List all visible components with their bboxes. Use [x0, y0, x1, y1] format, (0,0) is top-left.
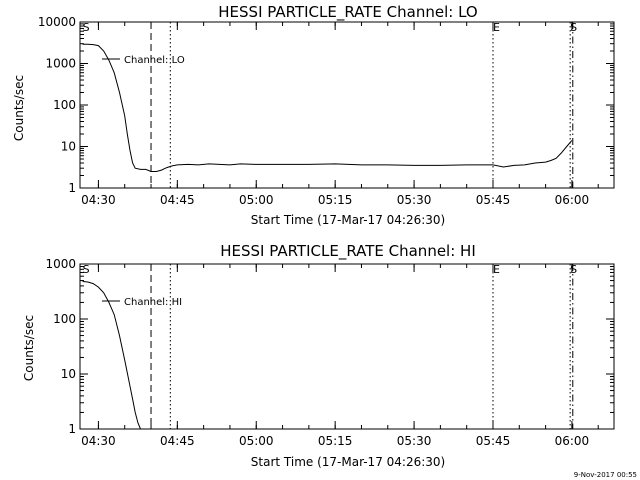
chart-title: HESSI PARTICLE_RATE Channel: HI: [220, 242, 476, 261]
y-tick-label: 100: [53, 312, 76, 326]
event-marker-label: E: [493, 263, 500, 276]
chart-title: HESSI PARTICLE_RATE Channel: LO: [218, 3, 477, 22]
x-tick-label: 05:45: [476, 193, 511, 207]
legend-label: Channel: HI: [124, 297, 182, 308]
y-tick-label: 10: [61, 367, 76, 381]
series-line: [82, 281, 141, 430]
x-tick-label: 05:00: [239, 193, 274, 207]
x-tick-label: 05:30: [397, 434, 432, 448]
series-line: [82, 43, 573, 172]
event-marker-label: S: [570, 21, 577, 34]
chart-panel-hi: HESSI PARTICLE_RATE Channel: HI Start Ti…: [22, 242, 615, 469]
y-tick-label: 1000: [45, 257, 76, 271]
x-axis-label: Start Time (17-Mar-17 04:26:30): [251, 213, 445, 227]
event-marker-label: E: [493, 21, 500, 34]
y-axis-label: Counts/sec: [22, 315, 36, 381]
event-marker-label: S: [83, 263, 90, 276]
x-tick-label: 04:45: [160, 434, 195, 448]
y-tick-label: 10: [61, 140, 76, 154]
chart-panel-lo: HESSI PARTICLE_RATE Channel: LO Start Ti…: [12, 3, 615, 227]
x-axis-label: Start Time (17-Mar-17 04:26:30): [251, 455, 445, 469]
x-tick-label: 05:15: [318, 434, 353, 448]
y-tick-label: 1: [68, 181, 76, 195]
x-tick-label: 04:30: [81, 193, 116, 207]
legend-label: Channel: LO: [124, 55, 185, 66]
footer-timestamp: 9-Nov-2017 00:55: [574, 471, 637, 479]
x-tick-label: 04:45: [160, 193, 195, 207]
x-tick-label: 05:00: [239, 434, 274, 448]
x-tick-label: 05:30: [397, 193, 432, 207]
y-tick-label: 100: [53, 98, 76, 112]
x-tick-label: 06:00: [555, 193, 590, 207]
x-tick-label: 04:30: [81, 434, 116, 448]
x-tick-label: 06:00: [555, 434, 590, 448]
y-axis-label: Counts/sec: [12, 75, 26, 141]
event-marker-label: S: [570, 263, 577, 276]
plot-frame: [79, 263, 615, 430]
event-marker-label: S: [83, 21, 90, 34]
x-tick-label: 05:45: [476, 434, 511, 448]
y-tick-label: 1: [68, 422, 76, 436]
y-tick-label: 1000: [45, 57, 76, 71]
y-tick-label: 10000: [38, 15, 76, 29]
x-tick-label: 05:15: [318, 193, 353, 207]
